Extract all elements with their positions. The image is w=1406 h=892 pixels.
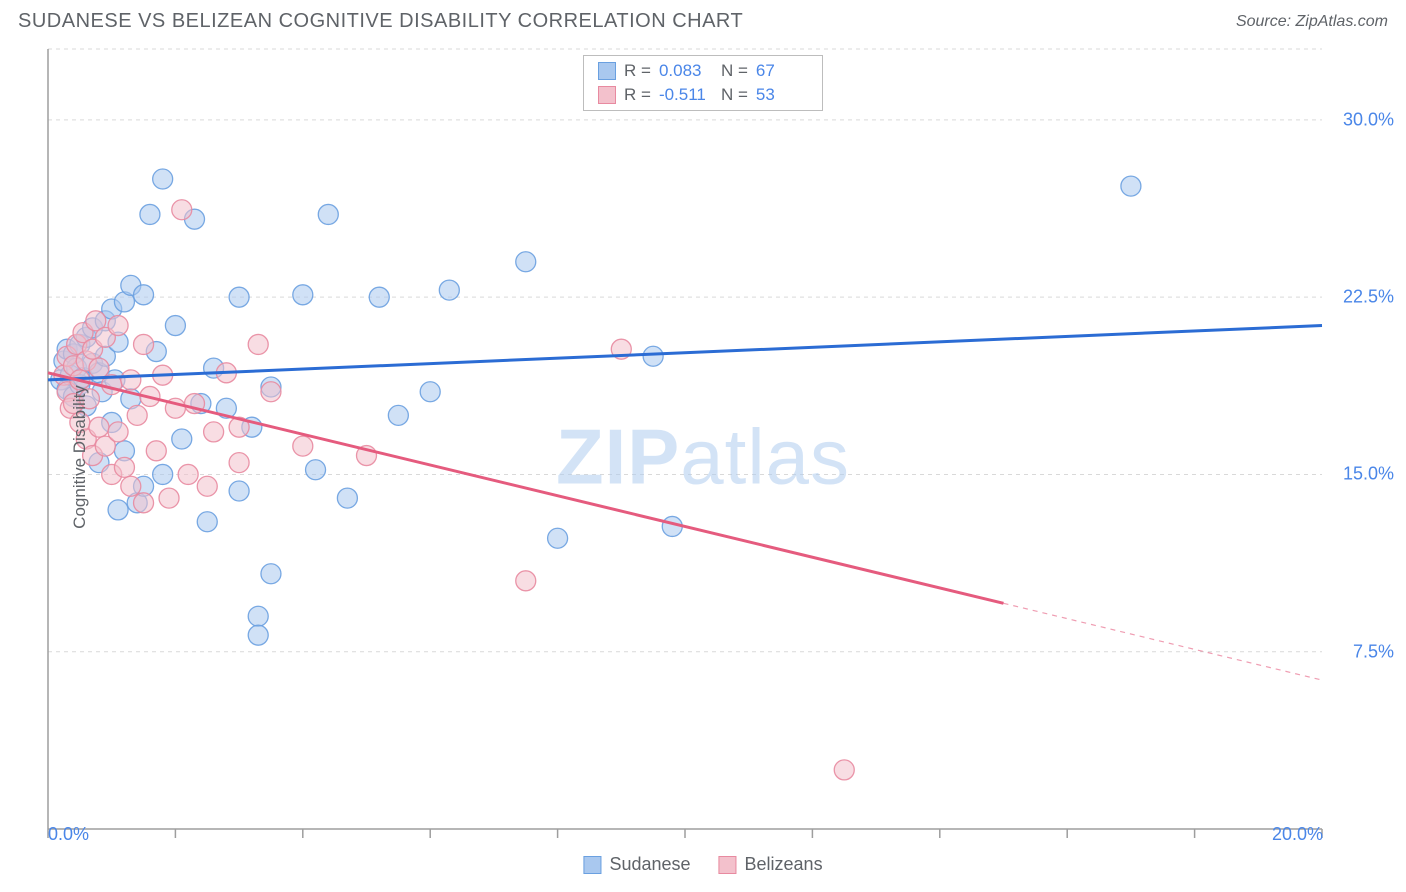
y-axis-label: Cognitive Disability	[70, 385, 90, 529]
chart-title: SUDANESE VS BELIZEAN COGNITIVE DISABILIT…	[18, 10, 743, 33]
legend-correlation-row: R = 0.083N = 67	[584, 59, 822, 83]
legend-swatch	[719, 856, 737, 874]
chart-header: SUDANESE VS BELIZEAN COGNITIVE DISABILIT…	[0, 0, 1406, 37]
y-tick-label: 22.5%	[1343, 287, 1394, 308]
legend-series-item: Sudanese	[583, 854, 690, 875]
scatter-plot-svg	[0, 37, 1406, 877]
legend-correlation: R = 0.083N = 67R = -0.511N = 53	[583, 55, 823, 111]
legend-correlation-row: R = -0.511N = 53	[584, 83, 822, 107]
legend-series: Sudanese Belizeans	[583, 854, 822, 875]
y-tick-label: 30.0%	[1343, 109, 1394, 130]
legend-series-label: Sudanese	[609, 854, 690, 875]
y-tick-label: 7.5%	[1353, 641, 1394, 662]
x-tick-label: 0.0%	[48, 824, 89, 845]
legend-series-label: Belizeans	[745, 854, 823, 875]
legend-series-item: Belizeans	[719, 854, 823, 875]
chart-source: Source: ZipAtlas.com	[1236, 13, 1388, 31]
x-tick-label: 20.0%	[1272, 824, 1323, 845]
legend-swatch	[583, 856, 601, 874]
legend-swatch	[598, 62, 616, 80]
legend-swatch	[598, 86, 616, 104]
y-tick-label: 15.0%	[1343, 464, 1394, 485]
chart-area: Cognitive Disability ZIPatlas R = 0.083N…	[0, 37, 1406, 877]
